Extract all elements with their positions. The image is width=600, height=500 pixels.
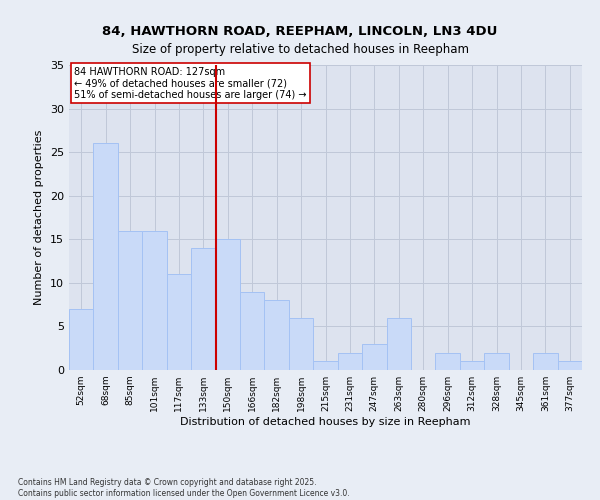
Bar [142,230,167,370]
Bar [69,309,94,370]
Bar [533,352,557,370]
Bar [94,144,118,370]
Bar [215,240,240,370]
Bar [265,300,289,370]
Bar [436,352,460,370]
Bar [460,362,484,370]
Y-axis label: Number of detached properties: Number of detached properties [34,130,44,305]
Bar [240,292,265,370]
X-axis label: Distribution of detached houses by size in Reepham: Distribution of detached houses by size … [180,417,471,427]
Bar [118,230,142,370]
Bar [338,352,362,370]
Text: Contains HM Land Registry data © Crown copyright and database right 2025.
Contai: Contains HM Land Registry data © Crown c… [18,478,350,498]
Bar [362,344,386,370]
Text: Size of property relative to detached houses in Reepham: Size of property relative to detached ho… [131,42,469,56]
Bar [289,318,313,370]
Bar [167,274,191,370]
Bar [313,362,338,370]
Bar [386,318,411,370]
Bar [484,352,509,370]
Bar [557,362,582,370]
Bar [191,248,215,370]
Text: 84 HAWTHORN ROAD: 127sqm
← 49% of detached houses are smaller (72)
51% of semi-d: 84 HAWTHORN ROAD: 127sqm ← 49% of detach… [74,66,307,100]
Text: 84, HAWTHORN ROAD, REEPHAM, LINCOLN, LN3 4DU: 84, HAWTHORN ROAD, REEPHAM, LINCOLN, LN3… [103,25,497,38]
